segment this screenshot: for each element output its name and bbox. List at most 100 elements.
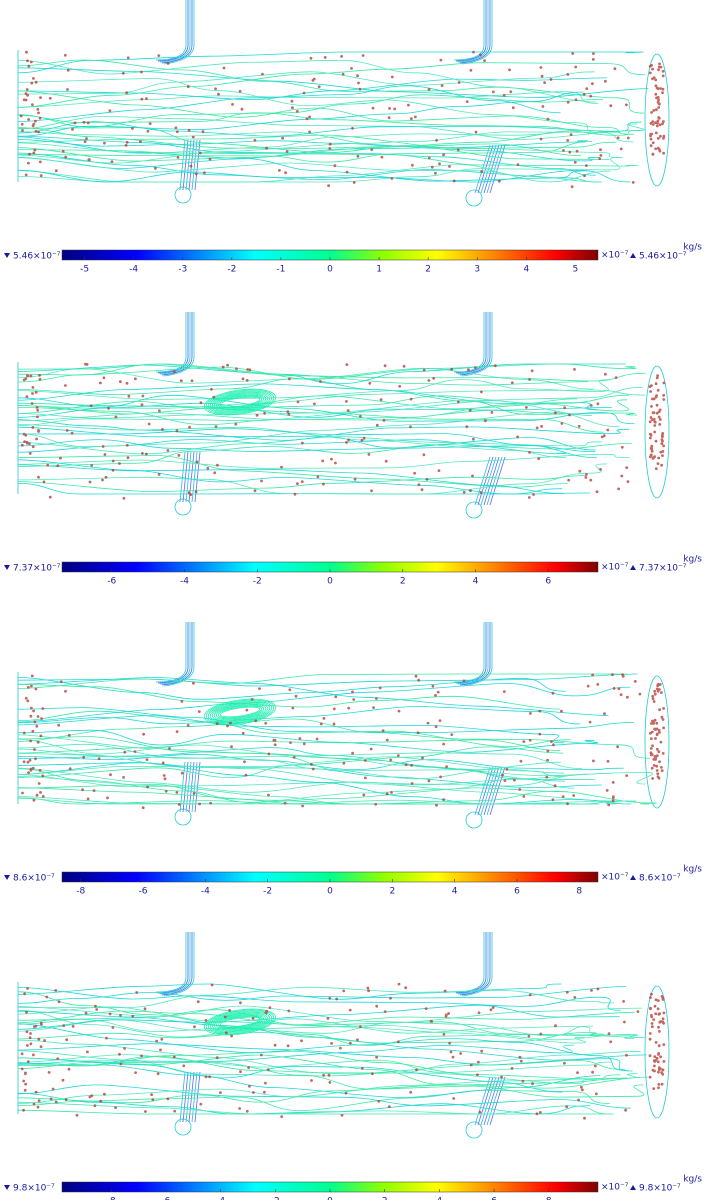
particle [518, 788, 522, 791]
particle [36, 715, 40, 718]
particle [476, 1073, 479, 1077]
particle [119, 380, 122, 384]
particle [595, 490, 599, 494]
particle [650, 64, 653, 67]
particle [175, 130, 179, 134]
streamline [17, 363, 589, 386]
streamline [17, 1023, 629, 1071]
particle [661, 718, 665, 721]
particle [602, 434, 606, 438]
particle [655, 769, 659, 772]
particle [192, 681, 195, 685]
particle [437, 469, 441, 472]
particle [656, 121, 659, 125]
particle [651, 744, 654, 748]
outlet [644, 53, 670, 187]
particle [26, 699, 30, 703]
particle [661, 1017, 665, 1021]
particle [653, 1064, 656, 1068]
particle [574, 65, 578, 69]
particle [378, 686, 382, 690]
particle [201, 130, 205, 134]
particle [661, 454, 664, 457]
particle [589, 478, 593, 482]
particle [469, 68, 473, 72]
streamline [17, 121, 642, 137]
particle [37, 475, 40, 479]
particle [54, 989, 58, 992]
particle [566, 802, 569, 806]
particle [484, 419, 487, 423]
particle [289, 741, 292, 744]
streamline [17, 1101, 614, 1115]
particle [566, 100, 570, 104]
particle [67, 733, 71, 737]
particle [651, 77, 654, 81]
particle [31, 103, 34, 106]
particle [649, 390, 652, 393]
particle [39, 174, 43, 178]
particle [648, 1075, 652, 1079]
colorbar-tick-label: 2 [389, 887, 395, 897]
particle [300, 1039, 303, 1043]
tube-streamline [474, 766, 491, 816]
inlet-streamline [453, 622, 485, 683]
particle [214, 87, 217, 91]
particle [101, 478, 104, 482]
vortex [209, 1011, 271, 1033]
particle [479, 491, 483, 495]
colorbar-tick-label: -3 [178, 265, 187, 275]
particle [32, 1102, 36, 1106]
particle [516, 163, 520, 167]
particle [131, 1014, 135, 1018]
particle [22, 98, 26, 102]
particle [519, 1059, 523, 1063]
particle [287, 412, 291, 416]
particle [140, 70, 143, 74]
particle [46, 463, 50, 467]
colorbar-tick-label: -5 [80, 265, 89, 275]
particle [127, 394, 131, 398]
particle [491, 1006, 495, 1009]
streamline [17, 729, 598, 753]
particle [656, 87, 660, 90]
particle [31, 124, 35, 128]
particle [86, 121, 90, 125]
particle [552, 743, 555, 747]
particle [143, 1007, 147, 1011]
streamline [17, 85, 561, 123]
particle [222, 66, 226, 70]
particle [139, 140, 142, 144]
particle [38, 769, 42, 772]
tube-streamline [474, 1076, 491, 1126]
particle [93, 1104, 97, 1107]
particle [278, 169, 281, 172]
particle [291, 106, 294, 110]
streamline [17, 139, 600, 162]
particle [245, 379, 249, 382]
colorbar-tick-label: -6 [139, 887, 148, 897]
particle [332, 707, 336, 711]
particle [123, 750, 127, 754]
vortex [215, 394, 265, 410]
vortex [219, 1016, 261, 1028]
particle [654, 395, 658, 399]
inlet-streamline [159, 0, 191, 63]
particle [255, 413, 259, 417]
particle [653, 689, 657, 693]
particle [535, 1112, 539, 1116]
particle [462, 679, 466, 683]
particle [655, 403, 659, 407]
streamline [17, 459, 563, 495]
streamline [17, 756, 564, 777]
tube-streamline [474, 456, 491, 506]
particle [650, 111, 653, 114]
particle [348, 1041, 352, 1045]
particle [621, 674, 625, 678]
streamline [17, 464, 564, 494]
particle [404, 986, 408, 990]
max-marker [630, 253, 636, 258]
outlet [644, 985, 670, 1119]
particle [36, 415, 39, 419]
particle [280, 1115, 284, 1118]
